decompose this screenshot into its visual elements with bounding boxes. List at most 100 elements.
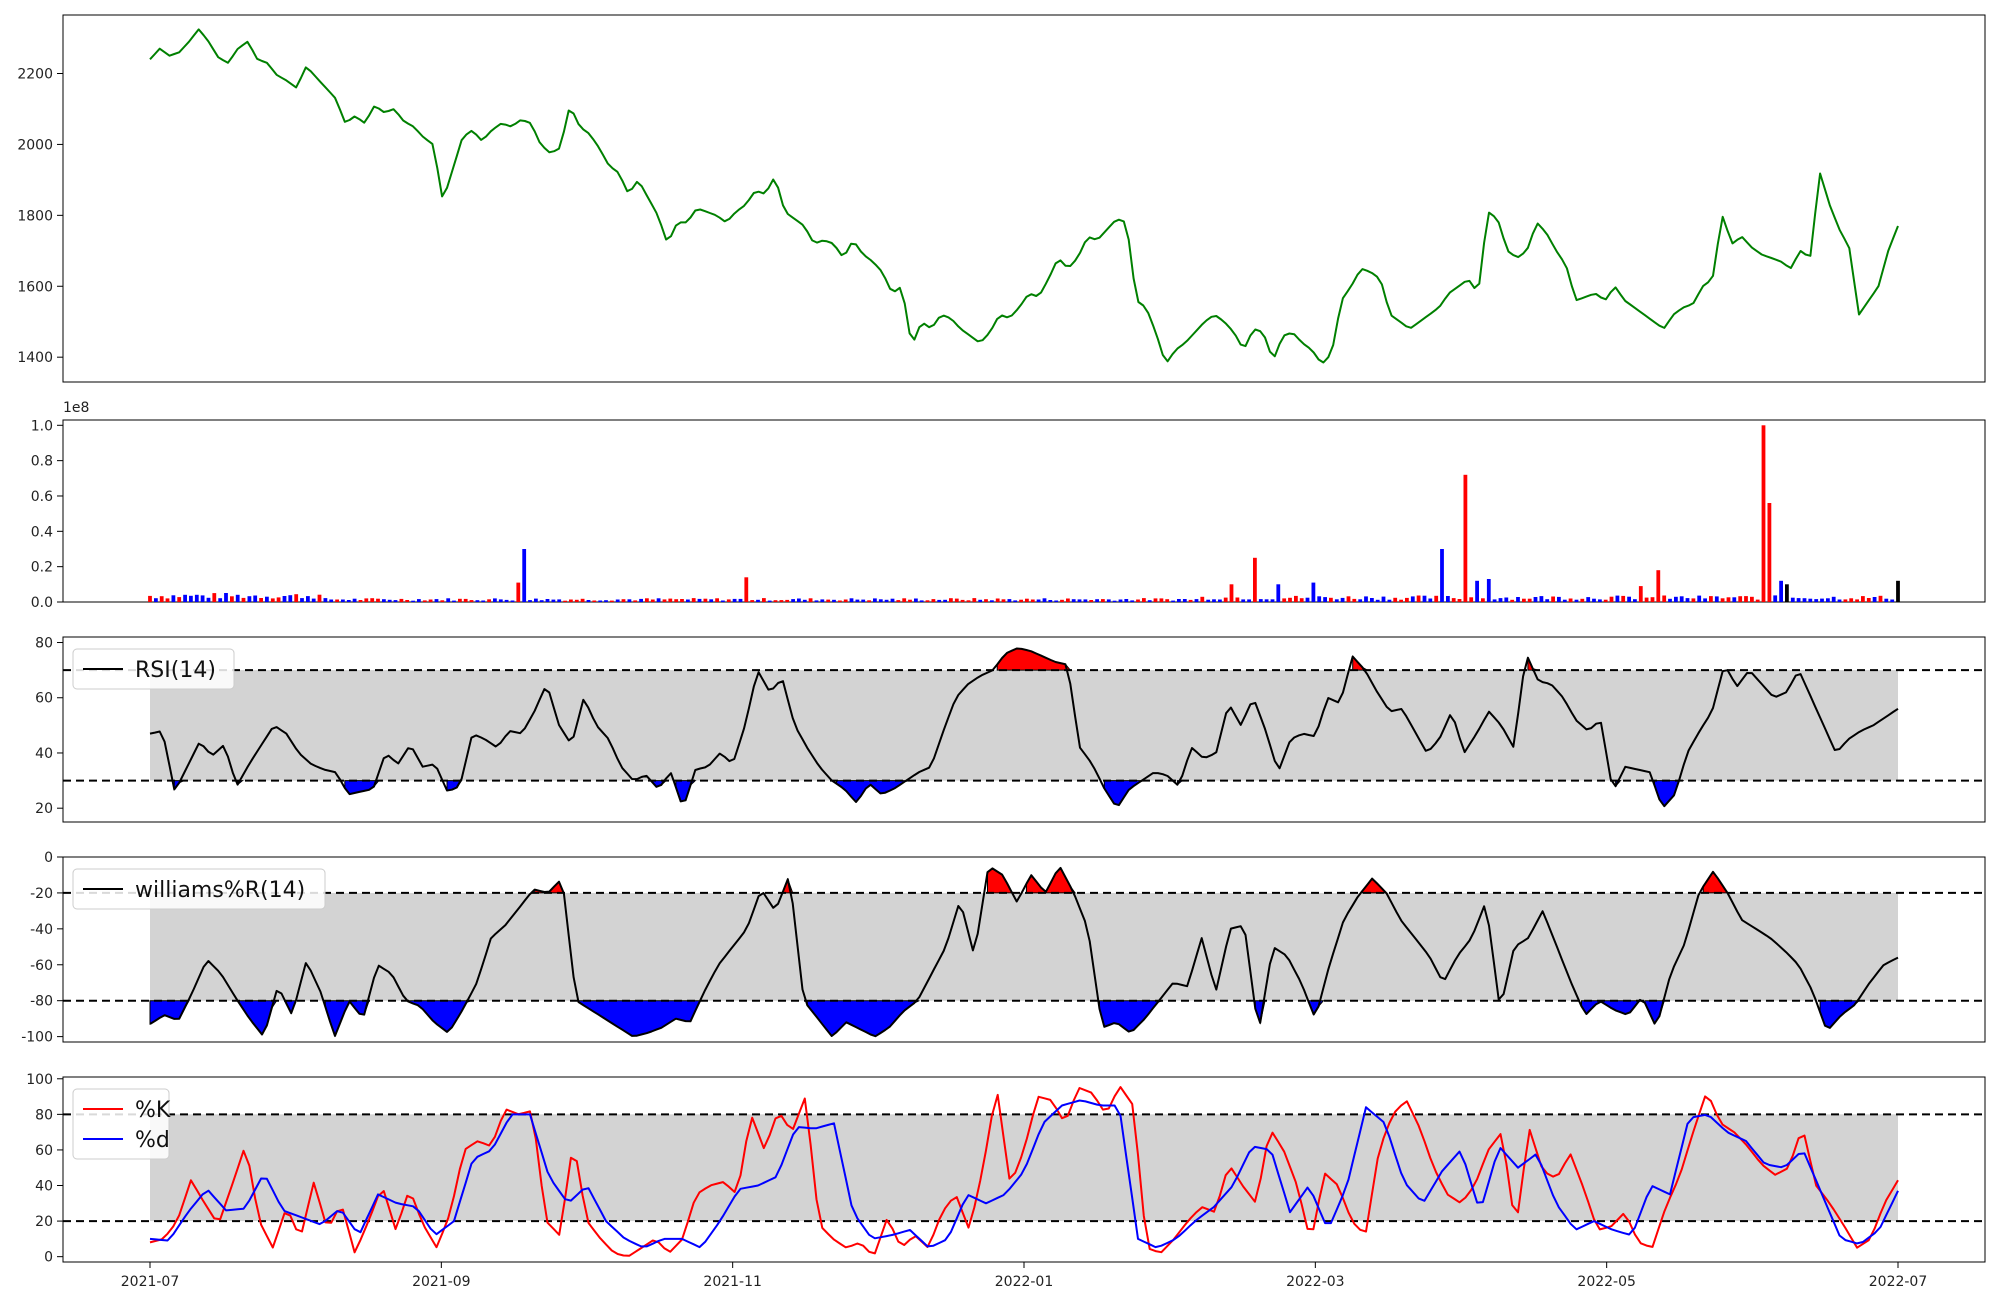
volume-bar [148,595,152,602]
volume-bar [750,600,755,602]
williams-oversold-fill [149,1000,1861,1038]
volume-bar [995,598,1000,602]
volume-bar [867,600,871,602]
volume-bar [1101,599,1105,602]
volume-bar [1171,600,1175,602]
volume-bar [861,599,866,602]
volume-bar [1709,596,1713,602]
volume-bar [1048,600,1053,602]
volume-bar [686,599,690,602]
volume-bar [1703,598,1707,602]
volume-bar [1212,599,1216,602]
y-tick-label: 0 [44,850,53,866]
volume-bar [1802,598,1807,602]
volume-bar [1446,596,1450,602]
volume-bar [633,600,638,602]
volume-bar [1229,584,1234,602]
volume-bar [1732,597,1737,602]
volume-bar [1019,599,1023,602]
volume-bar [1206,599,1211,602]
volume-bar [1270,599,1275,602]
volume-bar [902,598,907,602]
volume-bar [1323,597,1327,602]
volume-bar [1492,599,1497,602]
volume-bar [1124,599,1129,602]
volume-bar [1346,596,1351,602]
rsi-oversold-fill [173,780,1684,807]
y-tick-label: 40 [35,1179,53,1195]
y-tick-label: -100 [21,1030,53,1046]
volume-bar [1884,598,1889,602]
y-tick-label: 40 [35,746,53,762]
volume-bar [382,599,386,602]
volume-bar [434,599,439,602]
y-tick-label: -40 [30,922,53,938]
x-tick-label: 2021-09 [412,1274,471,1290]
volume-bar [1218,599,1222,602]
volume-bar [1644,597,1649,602]
williams-overbought-fill [534,867,1729,894]
volume-bar [826,599,831,602]
volume-bar [1060,599,1064,602]
volume-bar [1095,599,1099,602]
volume-bar [1469,597,1474,602]
volume-bar [849,598,854,602]
volume-bar [1241,599,1246,602]
volume-bar [1510,599,1515,602]
x-tick-label: 2022-05 [1577,1274,1636,1290]
price-panel: 1400 1600 1800 2000 2200 [17,14,1986,383]
volume-bar [1668,598,1672,602]
y-tick-label: 1800 [17,208,53,224]
volume-bar [1603,599,1608,602]
volume-bar [352,598,357,602]
volume-bar [1410,596,1415,602]
volume-bar [960,599,965,602]
legend-box [72,1088,170,1160]
y-tick-label: 0.0 [31,595,53,611]
volume-bar [1451,598,1456,602]
volume-bar [1533,597,1538,602]
volume-bar [306,596,310,602]
volume-bar [1077,599,1082,602]
volume-bar [1457,599,1462,602]
volume-bar [627,599,632,602]
volume-bar [802,599,807,602]
rsi-line [149,647,1899,808]
y-tick-label: 2200 [17,67,53,83]
volume-bar [1258,599,1263,602]
x-axis: 2021-07 2021-09 2021-11 2022-01 2022-03 2022-… [121,1262,1927,1290]
volume-bar [212,593,217,602]
volume-bar [1814,599,1819,602]
volume-bar [767,600,772,602]
y-tick-label: 0.8 [31,454,53,470]
volume-bar [1522,598,1526,602]
volume-bar [194,594,199,602]
volume-bar [1609,596,1614,602]
volume-bar [1235,597,1240,602]
volume-bar [335,599,339,602]
rsi-panel: 20 40 60 80 RSI(14) [35,636,1986,823]
volume-bar [580,598,585,602]
volume-bar [1714,596,1719,602]
volume-bar [954,598,959,602]
volume-bar [376,598,380,602]
volume-bar [1475,580,1479,602]
volume-bar [1598,599,1602,602]
volume-bar [183,594,187,602]
volume-bar [1650,597,1655,602]
volume-bar [317,594,322,602]
volume-bar [1744,596,1748,602]
volume-bar [411,600,415,602]
volume-bar [1329,597,1333,602]
volume-bar [206,597,211,602]
volume-bar [1089,600,1094,602]
volume-bar [393,600,398,602]
volume-bar [855,599,860,602]
y-tick-label: 1.0 [31,418,53,434]
volume-bar [1662,595,1667,602]
volume-bar [1112,600,1117,602]
volume-bar [1486,579,1491,602]
volume-bar [1720,598,1725,602]
volume-bar [662,599,667,602]
volume-bar [797,598,801,602]
